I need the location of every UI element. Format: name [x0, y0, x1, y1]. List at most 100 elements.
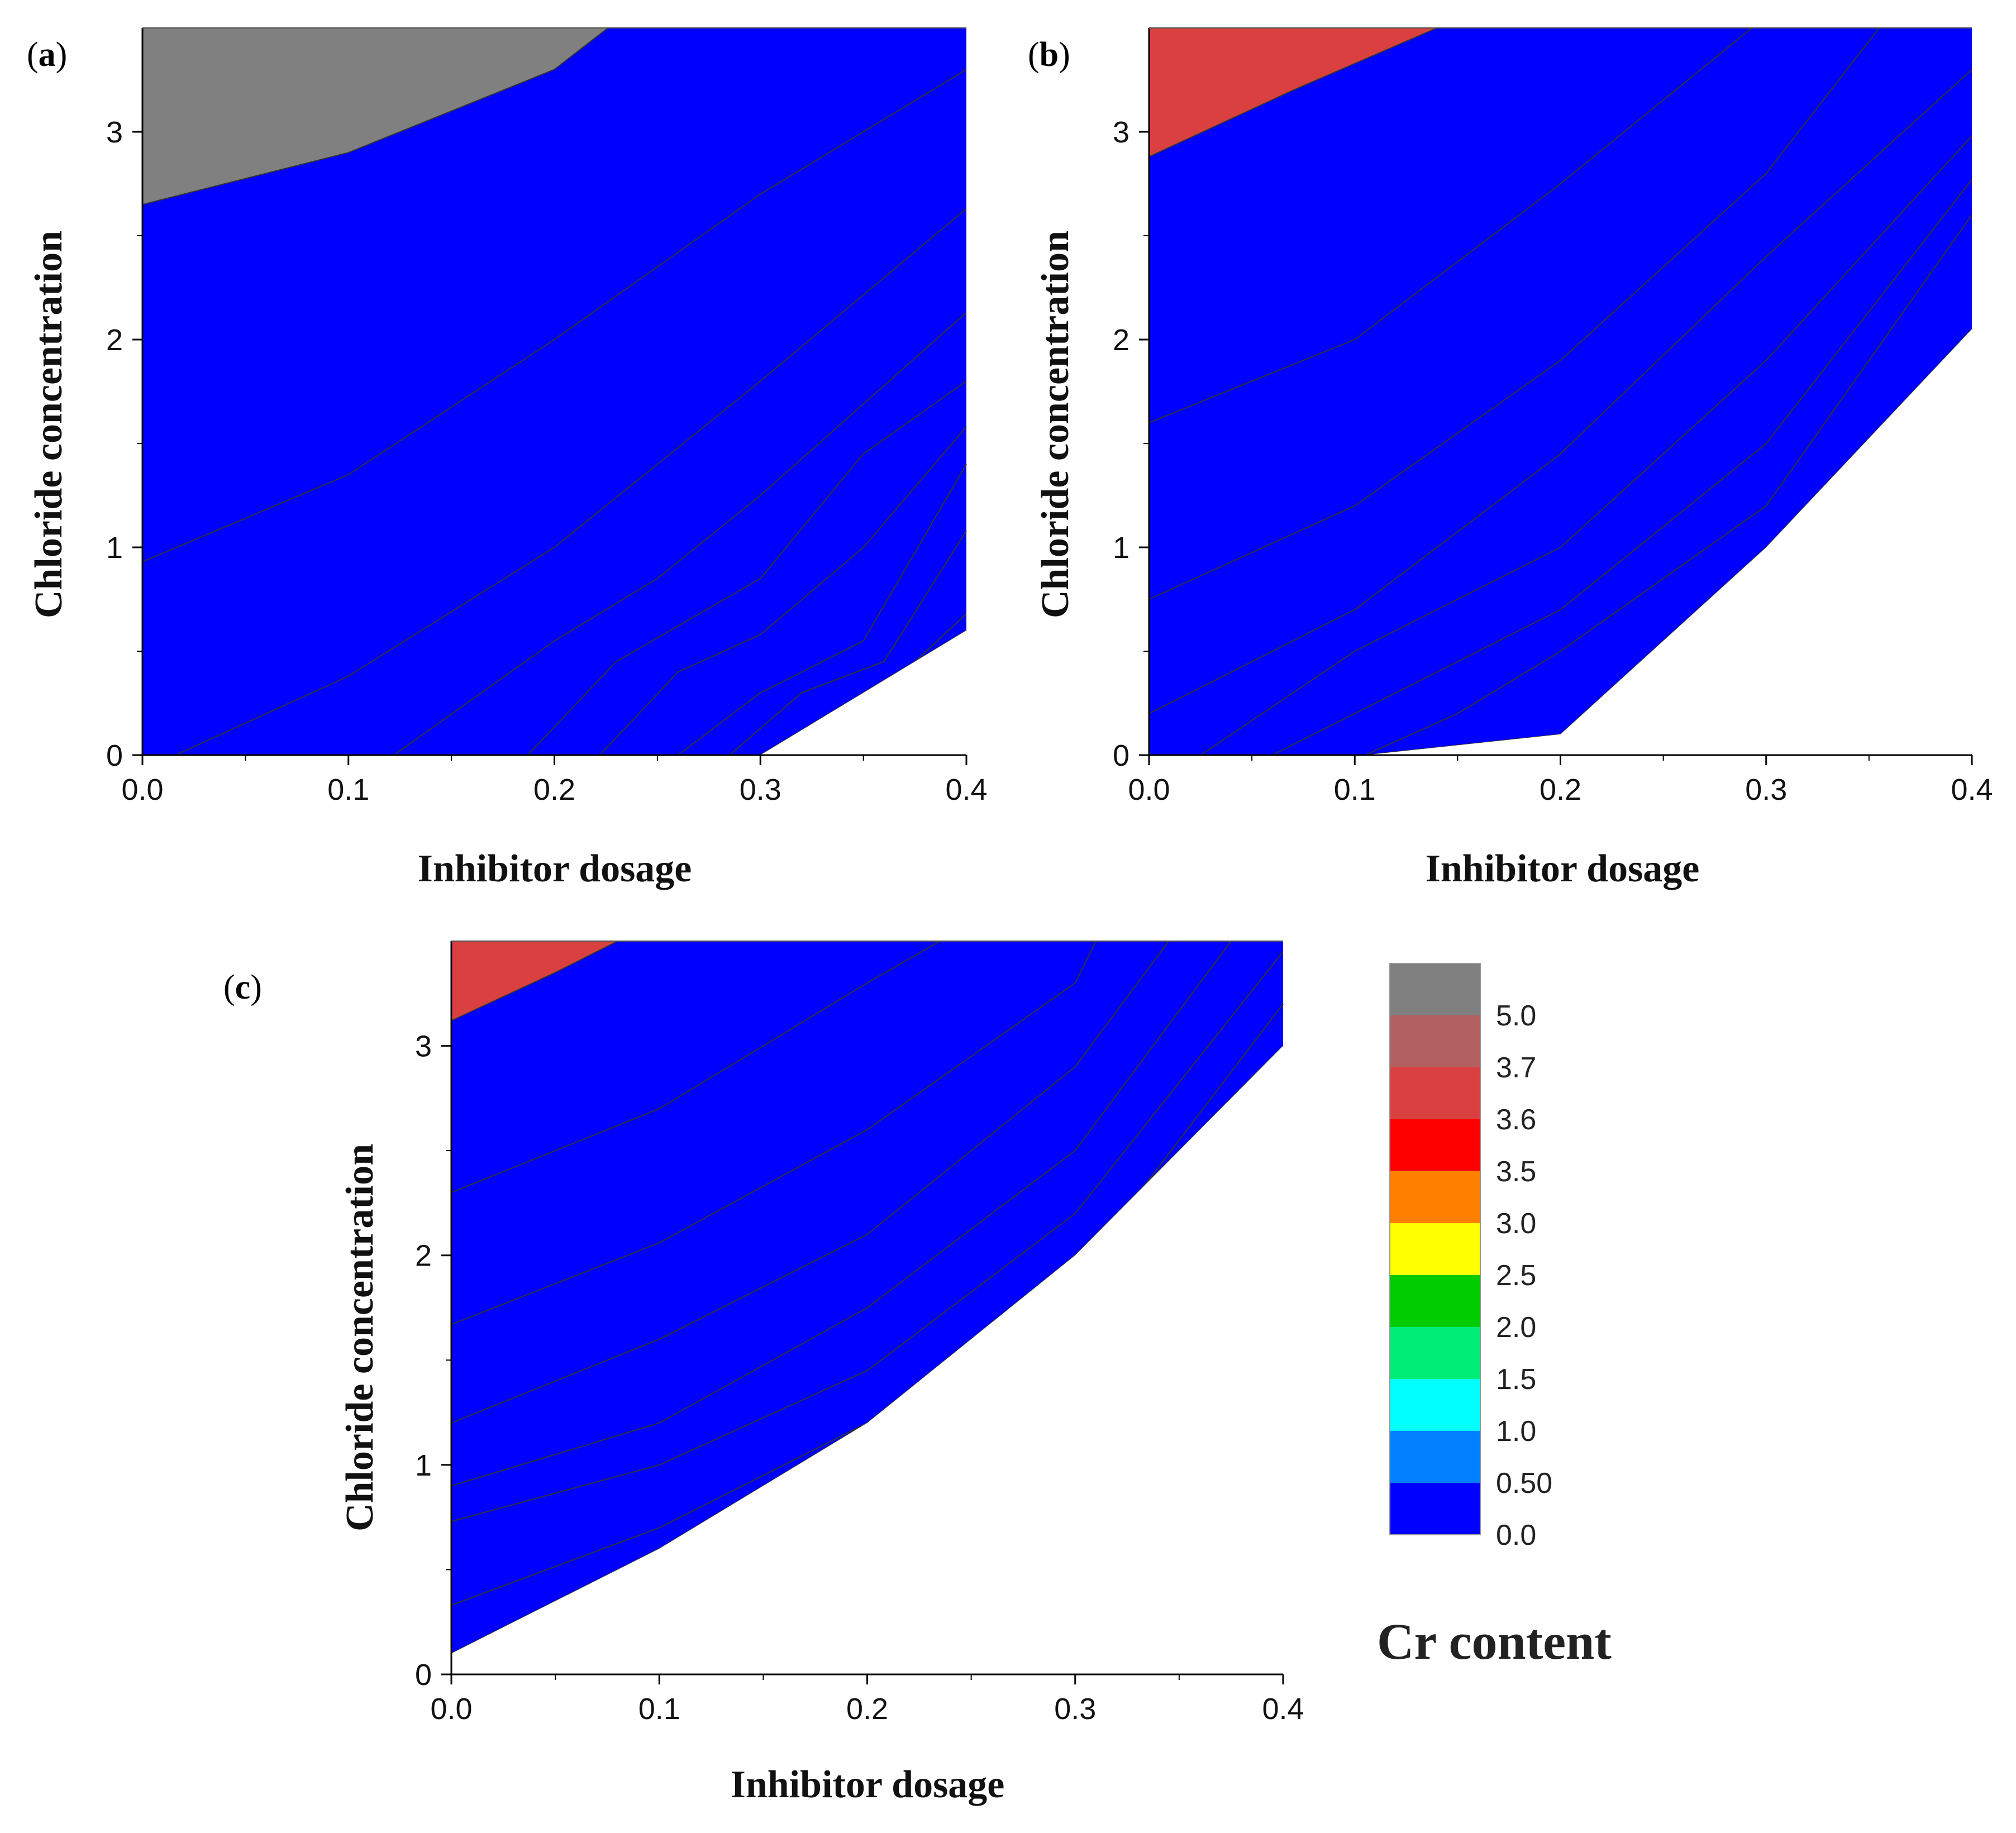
panel-b-contours	[1148, 27, 1972, 756]
legend-title: Cr content	[1377, 1613, 1612, 1670]
panel-c-x-axis-title: Inhibitor dosage	[731, 1763, 1005, 1806]
legend-swatch-0-50	[1390, 1431, 1480, 1483]
x-tick-label: 0.0	[1128, 773, 1170, 806]
panel-c-contour-line-2	[451, 941, 1170, 1424]
y-tick-label: 3	[1113, 116, 1129, 149]
legend-swatch-3-5	[1390, 1119, 1480, 1171]
legend-swatch-2-0	[1390, 1275, 1480, 1327]
panel-b-contour-line-3	[1148, 27, 1752, 423]
color-legend: 5.0 3.7 3.6 3.5 3.0 2.5 2.0 1.5 1.0 0.50 0.0 Cr co…	[1377, 963, 1612, 1670]
x-tick-label: 0.2	[533, 773, 575, 806]
panel-a-label: (a)	[27, 36, 67, 74]
y-tick-label: 0	[106, 739, 123, 772]
legend-label-5-0: 5.0	[1496, 1000, 1536, 1032]
legend-swatch-0-0	[1390, 1483, 1480, 1535]
x-tick-label: 0.1	[1334, 773, 1376, 806]
y-tick-label: 2	[415, 1239, 432, 1273]
panel-c-empty-region	[451, 1046, 1283, 1674]
panel-c-region-top	[451, 941, 618, 1021]
y-tick-label: 2	[106, 323, 123, 357]
panel-a-contour-line-3-6	[142, 69, 967, 562]
panel-a-contour-line-3-5	[175, 208, 967, 756]
panel-a-contour-line-2	[599, 426, 967, 756]
legend-swatch-1-5	[1390, 1327, 1480, 1379]
panel-a-region-0	[142, 28, 966, 755]
x-tick-label: 0.2	[846, 1692, 888, 1726]
panel-b-contour-line-2-5	[1148, 27, 1880, 600]
legend-label-2-0: 2.0	[1496, 1311, 1536, 1344]
panel-b-contour-line-1-5	[1200, 135, 1972, 756]
panel-b-x-axis-title: Inhibitor dosage	[1426, 847, 1700, 890]
panel-b-empty-region	[1365, 329, 1972, 755]
y-tick-label: 0	[415, 1658, 432, 1692]
panel-c-contour-line-3	[451, 941, 941, 1194]
legend-frame	[1389, 963, 1481, 1535]
panel-a-region-top	[142, 28, 608, 205]
panel-c-contour-line-1	[451, 951, 1284, 1522]
panel-b-contour-line-0-5	[1365, 214, 1972, 756]
panel-b: (b) 0.0 0.1 0.2 0.3 0.4 0 1 2 3 Inhibitor dosage…	[1028, 27, 1993, 890]
x-tick-label: 0.4	[1951, 773, 1993, 806]
legend-label-3-7: 3.7	[1496, 1052, 1536, 1084]
x-tick-label: 0.0	[121, 773, 163, 806]
panel-a-contours	[142, 27, 967, 756]
legend-swatches: 5.0 3.7 3.6 3.5 3.0 2.5 2.0 1.5 1.0 0.50 0.0	[1389, 963, 1552, 1552]
panel-b-region-0	[1149, 28, 1972, 755]
x-tick-label: 0.1	[327, 773, 369, 806]
y-tick-label: 1	[106, 531, 123, 565]
panel-c-axes: 0.0 0.1 0.2 0.3 0.4 0 1 2 3	[415, 941, 1304, 1726]
x-tick-label: 0.0	[430, 1692, 472, 1726]
panel-b-region-top	[1149, 28, 1437, 157]
panel-a-y-axis-title: Chloride concentration	[27, 231, 70, 618]
x-tick-label: 0.4	[1262, 1692, 1304, 1726]
legend-label-3-0: 3.0	[1496, 1207, 1536, 1240]
panel-c-contours	[451, 941, 1284, 1674]
legend-label-3-6: 3.6	[1496, 1104, 1536, 1136]
panel-c: (c) 0.0 0.1 0.2 0.3 0.4 0 1 2 3 Inhibitor dosage…	[223, 941, 1304, 1806]
legend-label-0-0: 0.0	[1496, 1519, 1536, 1552]
panel-a-contour-line-2-5	[527, 380, 967, 756]
panel-c-contour-line-1-5	[451, 941, 1232, 1487]
legend-label-1-5: 1.5	[1496, 1363, 1536, 1396]
x-tick-label: 0.3	[1745, 773, 1787, 806]
legend-label-3-5: 3.5	[1496, 1156, 1536, 1188]
x-tick-label: 0.1	[638, 1692, 680, 1726]
panel-b-contour-line-1	[1272, 179, 1972, 756]
legend-swatch-3-6	[1390, 1067, 1480, 1119]
y-tick-label: 3	[106, 116, 123, 149]
x-tick-label: 0.2	[1540, 773, 1581, 806]
panel-a-contour-line-1-5	[678, 464, 967, 756]
y-tick-label: 0	[1113, 739, 1129, 772]
panel-a-contour-line-3	[393, 312, 967, 756]
panel-b-axes: 0.0 0.1 0.2 0.3 0.4 0 1 2 3	[1113, 27, 1993, 806]
panel-b-contour-line-3-5	[1148, 27, 1437, 157]
panel-a-x-axis-title: Inhibitor dosage	[418, 847, 692, 890]
panel-a-empty-region	[760, 630, 966, 755]
y-tick-label: 2	[1113, 323, 1129, 357]
panel-b-y-axis-title: Chloride concentration	[1034, 231, 1077, 618]
legend-label-1-0: 1.0	[1496, 1415, 1536, 1448]
legend-label-2-5: 2.5	[1496, 1259, 1536, 1292]
panel-b-label: (b)	[1028, 36, 1070, 74]
x-tick-label: 0.3	[1054, 1692, 1096, 1726]
legend-swatch-5-0	[1390, 963, 1480, 1015]
legend-swatch-1-0	[1390, 1379, 1480, 1431]
panel-a-contour-line-3-7	[142, 27, 609, 206]
y-tick-label: 3	[415, 1030, 432, 1063]
panel-a-contour-line-1	[729, 530, 967, 756]
legend-label-0-50: 0.50	[1496, 1467, 1552, 1500]
panel-c-y-axis-title: Chloride concentration	[339, 1144, 382, 1531]
x-tick-label: 0.3	[740, 773, 781, 806]
y-tick-label: 1	[1113, 531, 1129, 565]
panel-c-label: (c)	[223, 968, 262, 1006]
panel-c-contour-line-3-5	[451, 941, 618, 1021]
panel-c-contour-line-2-5	[451, 941, 1097, 1325]
x-tick-label: 0.4	[945, 773, 987, 806]
legend-swatch-3-7	[1390, 1015, 1480, 1067]
panel-a: (a) 0.0 0.1 0.2 0.3 0.4 0 1 2 3 Inhibitor dosage…	[27, 27, 988, 890]
panel-a-axes: 0.0 0.1 0.2 0.3 0.4 0 1 2 3	[106, 27, 988, 806]
panel-b-contour-line-2	[1148, 69, 1972, 714]
legend-swatch-2-5	[1390, 1223, 1480, 1275]
y-tick-label: 1	[415, 1449, 432, 1482]
